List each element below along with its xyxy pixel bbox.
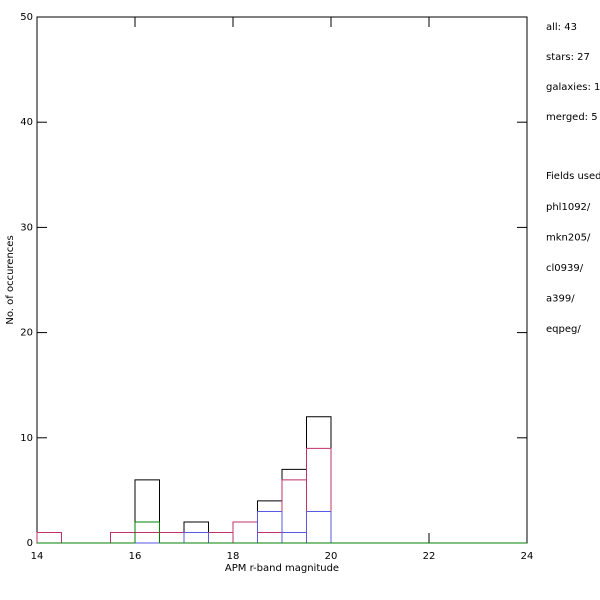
field-name: a399/ xyxy=(546,294,575,305)
legend-entry: merged: 5 xyxy=(546,112,598,123)
field-name: mkn205/ xyxy=(546,233,591,244)
field-name: cl0939/ xyxy=(546,263,584,274)
x-tick-label: 14 xyxy=(31,551,44,562)
x-tick-label: 16 xyxy=(129,551,142,562)
y-tick-label: 0 xyxy=(27,538,33,549)
x-axis-title: APM r-band magnitude xyxy=(225,563,339,574)
histogram-bin xyxy=(257,510,283,543)
field-name: phl1092/ xyxy=(546,202,591,213)
histogram-bin xyxy=(36,531,62,543)
legend-entry: stars: 27 xyxy=(546,52,590,63)
y-tick-label: 10 xyxy=(20,433,33,444)
x-tick-label: 18 xyxy=(227,551,240,562)
y-tick-label: 20 xyxy=(20,328,33,339)
fields-title: Fields used xyxy=(546,171,600,182)
legend-entry: galaxies: 1 xyxy=(546,82,600,93)
x-tick-label: 24 xyxy=(521,551,534,562)
y-axis-title: No. of occurences xyxy=(5,235,16,324)
histogram-bin xyxy=(134,521,160,543)
y-tick-label: 30 xyxy=(20,222,33,233)
histogram-bin xyxy=(134,479,160,543)
field-name: eqpeg/ xyxy=(546,324,581,335)
y-tick-label: 40 xyxy=(20,117,33,128)
histogram-bin xyxy=(183,531,209,543)
histogram-bin xyxy=(306,447,332,543)
histogram-bin xyxy=(306,510,332,543)
x-tick-label: 22 xyxy=(423,551,436,562)
y-tick-label: 50 xyxy=(20,12,33,23)
legend-entry: all: 43 xyxy=(546,22,577,33)
x-tick-label: 20 xyxy=(325,551,338,562)
